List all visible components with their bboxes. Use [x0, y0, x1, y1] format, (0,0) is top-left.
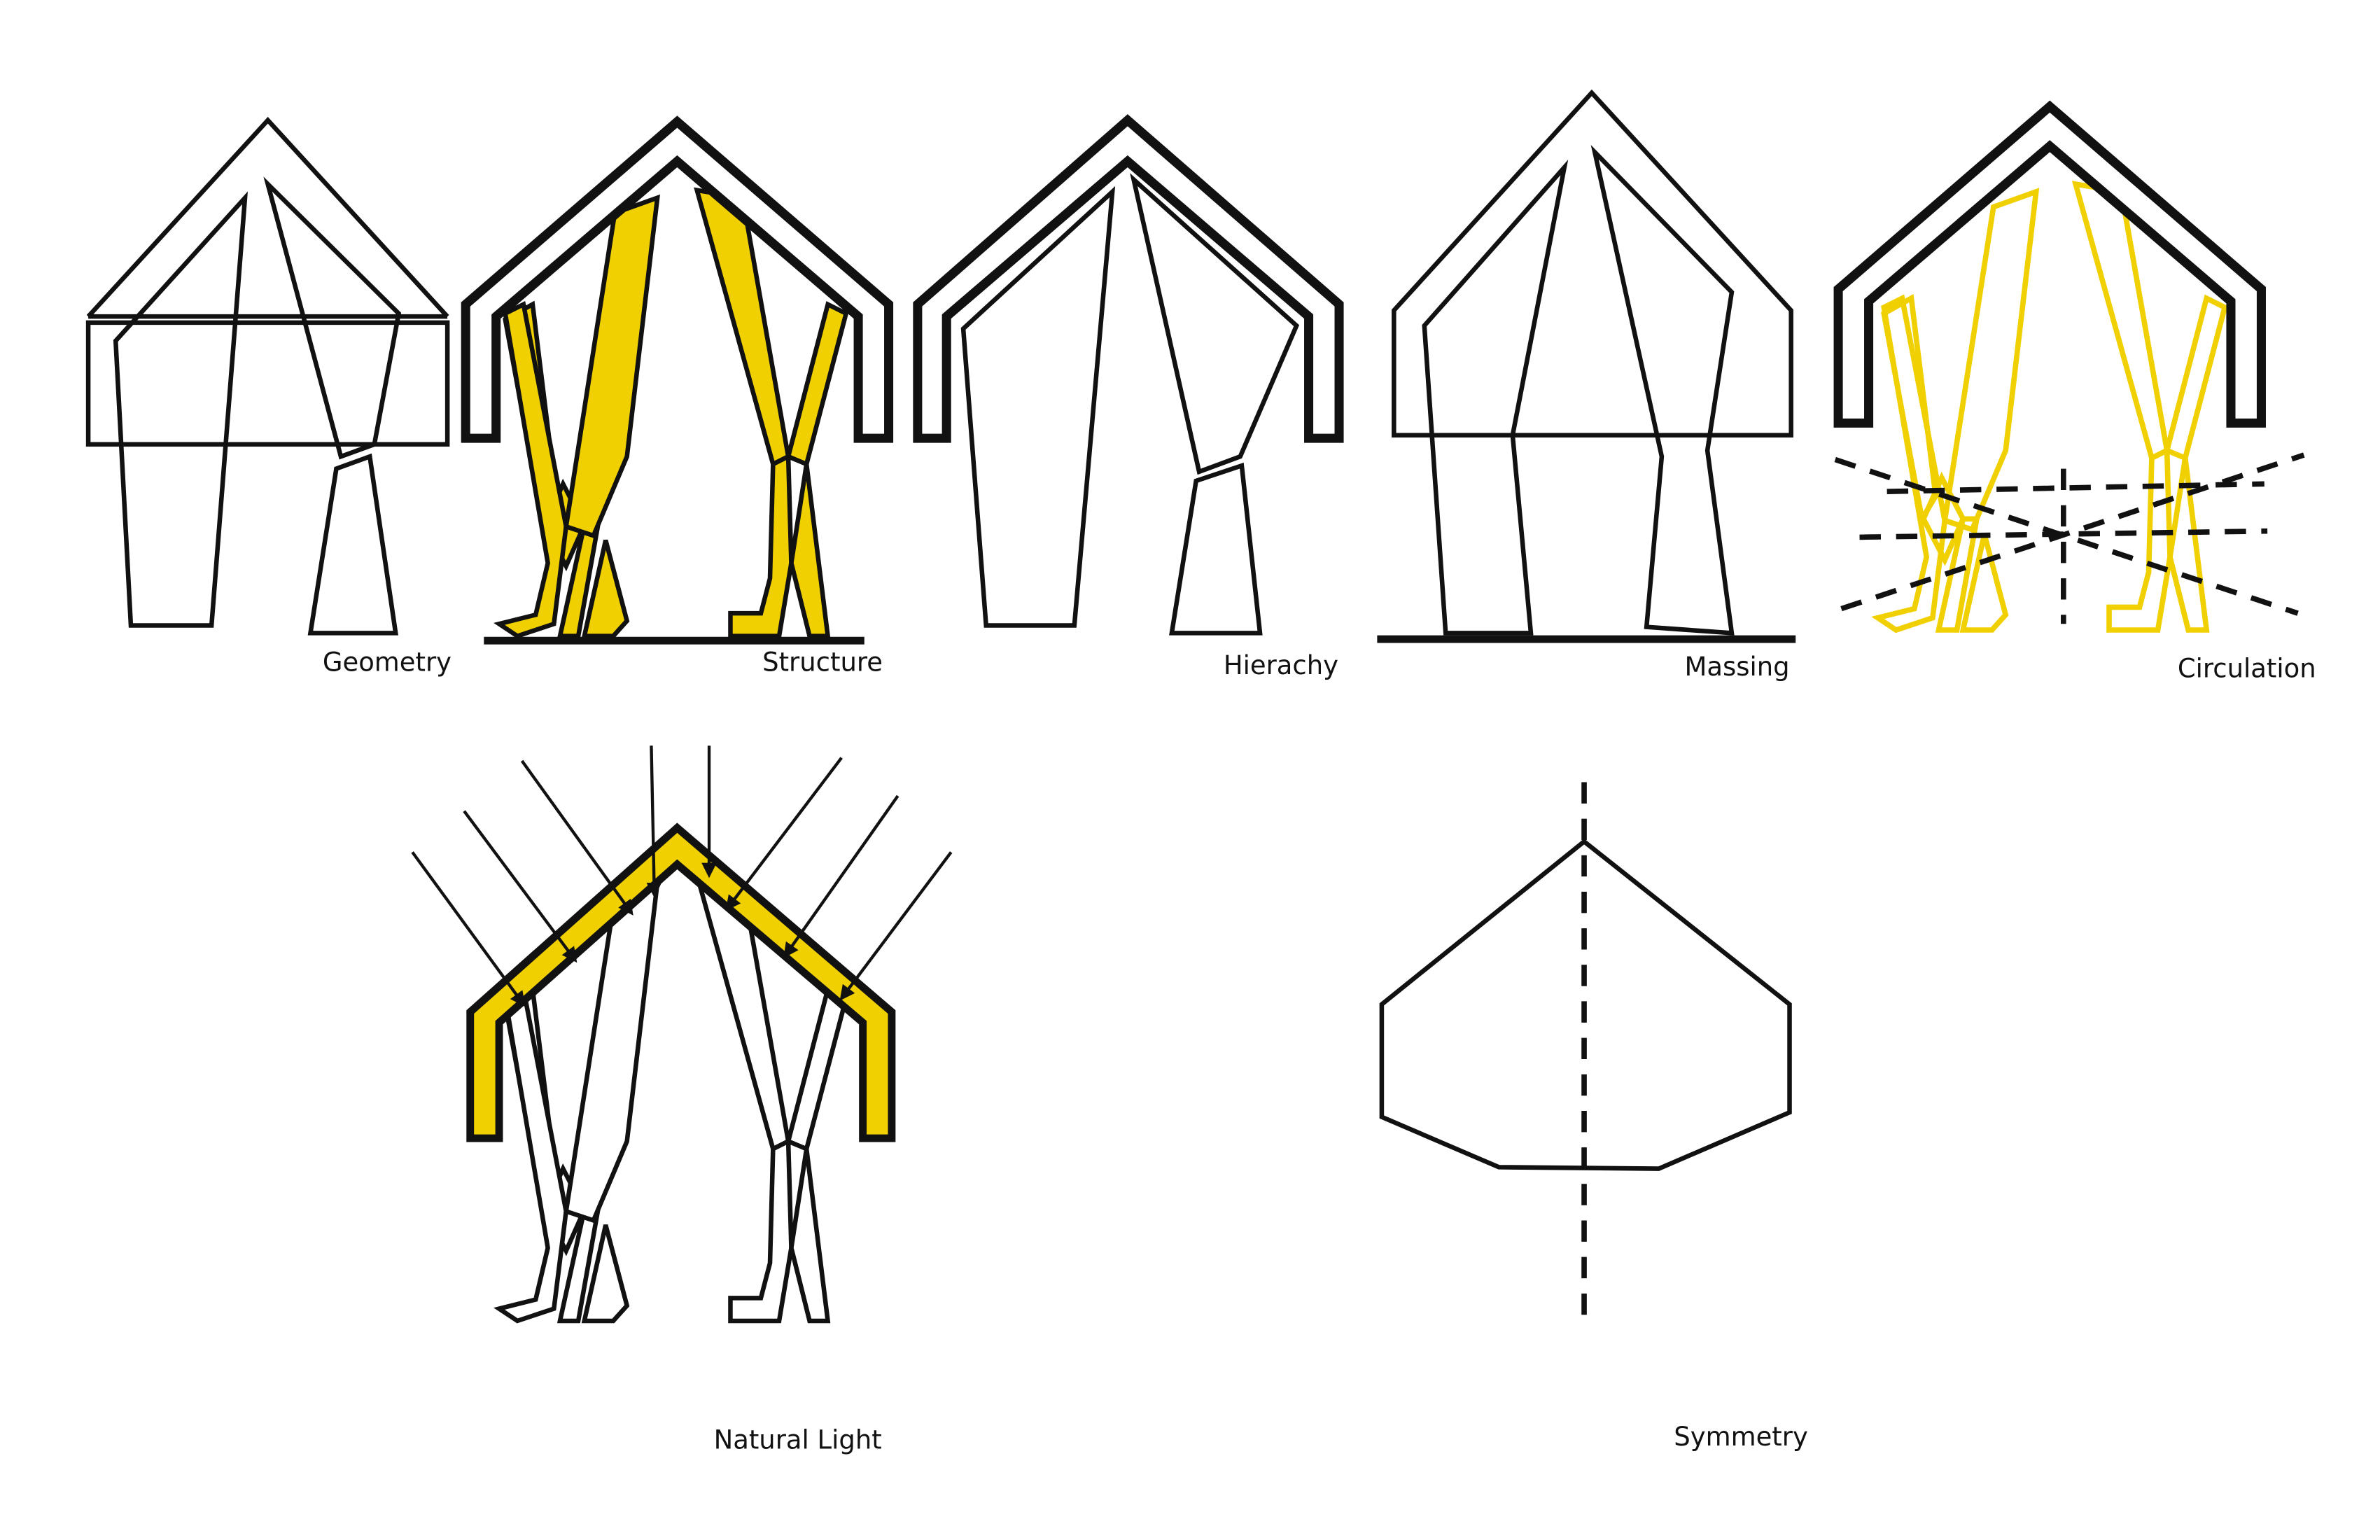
geometry-diagram: Geometry [85, 116, 451, 678]
natural-light-label: Natural Light [714, 1425, 882, 1455]
structure-label: Structure [762, 648, 883, 678]
natural-light-roof-shell [466, 822, 896, 1142]
massing-diagram: Massing [1377, 89, 1796, 682]
symmetry-outline [1379, 839, 1792, 1171]
circulation-diagram: Circulation [1835, 106, 2316, 683]
geometry-label: Geometry [323, 648, 451, 678]
circulation-roof-shell [1838, 106, 2261, 423]
symmetry-diagram: Symmetry [1379, 782, 1808, 1452]
symmetry-label: Symmetry [1674, 1422, 1808, 1452]
light-rays [411, 746, 953, 1007]
natural-light-diagram: Natural Light [411, 746, 953, 1455]
hierarchy-label: Hierachy [1224, 650, 1338, 680]
circulation-label: Circulation [2178, 653, 2316, 683]
structure-diagram: Structure [465, 122, 888, 678]
hierarchy-diagram: Hierachy [913, 114, 1344, 680]
massing-label: Massing [1685, 652, 1790, 682]
